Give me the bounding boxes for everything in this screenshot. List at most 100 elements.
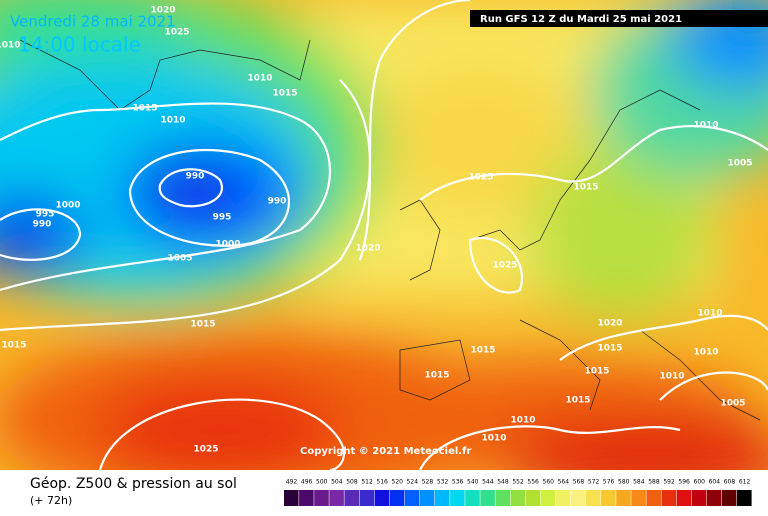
scale-cell: [344, 490, 359, 506]
scale-cell: [616, 490, 631, 506]
scale-cell: [374, 490, 390, 506]
scale-label: 584: [633, 479, 645, 486]
isobar-label: 990: [268, 197, 287, 207]
scale-label: 552: [512, 479, 524, 486]
scale-label: 564: [558, 479, 570, 486]
scale-label: 540: [467, 479, 479, 486]
scale-cell: [631, 490, 646, 506]
scale-label: 532: [437, 479, 449, 486]
scale-cell: [419, 490, 435, 506]
isobar-label: 1015: [190, 320, 215, 330]
scale-label: 524: [407, 479, 419, 486]
run-info: Run GFS 12 Z du Mardi 25 mai 2021: [480, 14, 682, 25]
scale-cell: [284, 490, 299, 506]
isobar-label: 1010: [510, 416, 535, 426]
scale-label: 596: [678, 479, 690, 486]
scale-cell: [737, 490, 752, 506]
scale-label: 528: [422, 479, 434, 486]
scale-cell: [359, 490, 375, 506]
isobar-label: 990: [186, 172, 205, 182]
scale-cell: [510, 490, 526, 506]
isobar-label: 995: [36, 210, 55, 220]
scale-label: 608: [724, 479, 736, 486]
isobar-label: 1015: [565, 396, 590, 406]
scale-label: 504: [331, 479, 343, 486]
isobar-label: 1015: [132, 104, 157, 114]
scale-cell: [721, 490, 737, 506]
scale-cell: [389, 490, 405, 506]
isobar-label: 1010: [481, 434, 506, 444]
scale-label: 572: [588, 479, 600, 486]
isobar-label: 1020: [150, 6, 175, 16]
forecast-time: 14:00 locale: [18, 33, 141, 57]
scale-label: 512: [361, 479, 373, 486]
isobar-label: 1015: [584, 367, 609, 377]
isobar-label: 1010: [0, 41, 21, 51]
isobar-label: 1010: [697, 309, 722, 319]
isobar-label: 1010: [160, 116, 185, 126]
scale-cell: [661, 490, 677, 506]
legend-subtitle: (+ 72h): [30, 494, 72, 507]
scale-cell: [706, 490, 722, 506]
scale-label: 536: [452, 479, 464, 486]
scale-cell: [314, 490, 329, 506]
scale-label: 548: [497, 479, 509, 486]
isobar-label: 1005: [167, 254, 192, 264]
scale-label: 588: [648, 479, 660, 486]
isobar-label: 1015: [272, 89, 297, 99]
isobar-label: 1025: [492, 261, 517, 271]
isobar-label: 1000: [55, 201, 80, 211]
scale-label: 544: [482, 479, 494, 486]
isobar-label: 1020: [597, 319, 622, 329]
scale-label: 520: [392, 479, 404, 486]
isobar-label: 1025: [164, 28, 189, 38]
scale-cell: [570, 490, 586, 506]
scale-cell: [586, 490, 601, 506]
scale-label: 580: [618, 479, 630, 486]
isobar-labels: 1020102510101010101510151010990995990100…: [0, 6, 753, 455]
isobar-label: 1015: [424, 371, 449, 381]
isobar-label: 1015: [573, 183, 598, 193]
scale-label: 600: [694, 479, 706, 486]
copyright: Copyright © 2021 Meteociel.fr: [300, 446, 471, 457]
scale-cell: [495, 490, 510, 506]
isobar-label: 1010: [659, 372, 684, 382]
isobar-label: 1015: [470, 346, 495, 356]
scale-label: 604: [709, 479, 721, 486]
run-box: [470, 10, 768, 27]
scale-label: 492: [286, 479, 298, 486]
scale-label: 560: [543, 479, 555, 486]
isobar-label: 1015: [1, 341, 26, 351]
scale-cell: [676, 490, 692, 506]
scale-label: 592: [663, 479, 675, 486]
scale-label: 612: [739, 479, 751, 486]
scale-label: 500: [316, 479, 328, 486]
isobar-label: 1005: [727, 159, 752, 169]
forecast-date: Vendredi 28 mai 2021: [10, 13, 176, 31]
isobar-label: 1005: [720, 399, 745, 409]
scale-label: 556: [527, 479, 539, 486]
isobar-label: 1010: [693, 348, 718, 358]
isobar-label: 995: [213, 213, 232, 223]
isobar-label: 1020: [355, 244, 380, 254]
isobar-label: 1010: [693, 121, 718, 131]
scale-cell: [435, 490, 450, 506]
isobar-label: 1010: [247, 74, 272, 84]
scale-cell: [329, 490, 344, 506]
legend-title: Géop. Z500 & pression au sol: [30, 476, 237, 492]
scale-cell: [555, 490, 571, 506]
isobar-label: 1025: [468, 173, 493, 183]
isobar-label: 1025: [193, 445, 218, 455]
scale-label: 516: [376, 479, 388, 486]
scale-label: 496: [301, 479, 313, 486]
scale-label: 508: [346, 479, 358, 486]
scale-cell: [299, 490, 314, 506]
scale-cell: [540, 490, 556, 506]
scale-cell: [525, 490, 541, 506]
scale-cell: [646, 490, 661, 506]
scale-cell: [480, 490, 495, 506]
isobar-label: 990: [33, 220, 52, 230]
scale-cell: [450, 490, 465, 506]
